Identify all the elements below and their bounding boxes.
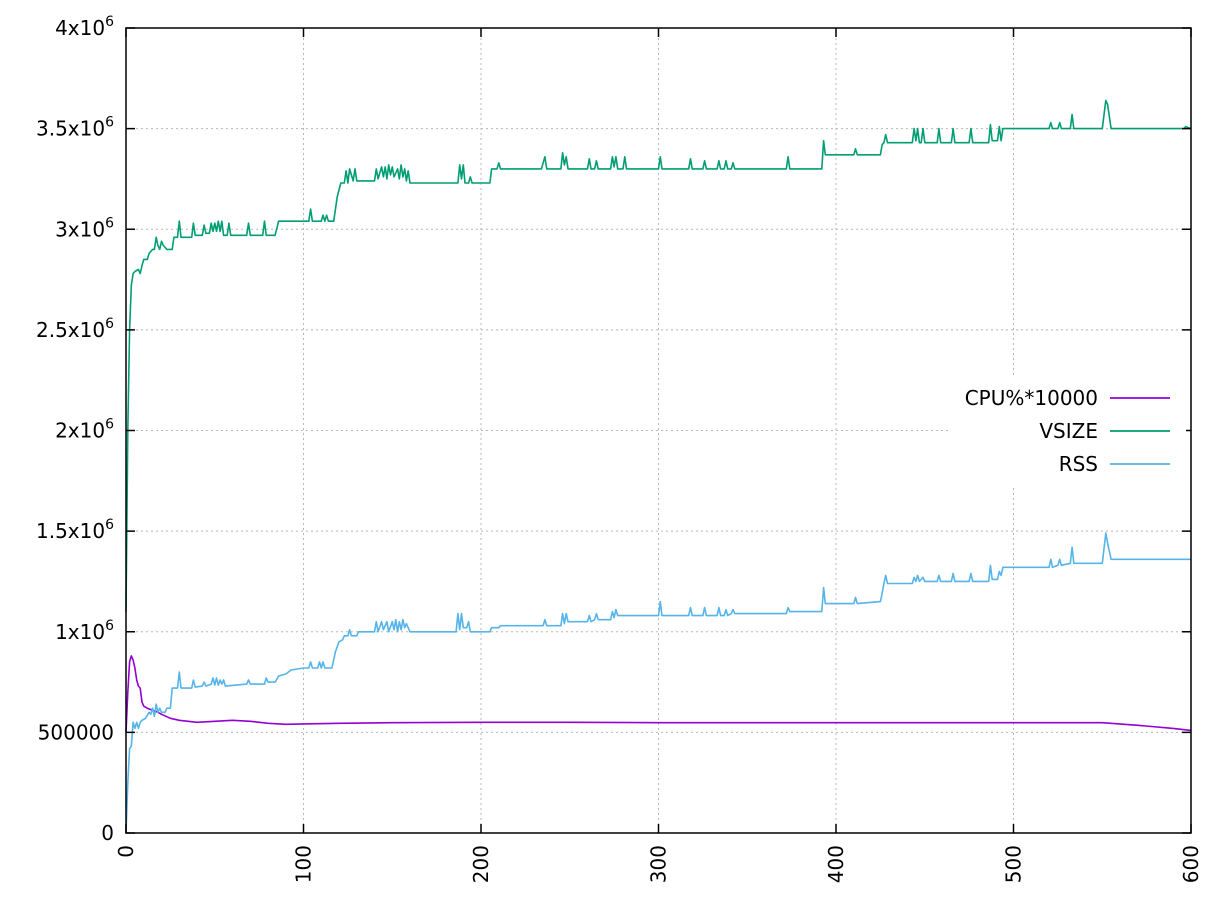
y-tick-label: 2.5x106	[36, 316, 114, 342]
series-line-3	[125, 532, 1191, 834]
x-tick-label: 300	[647, 845, 671, 883]
series-line-1	[125, 655, 1192, 733]
x-tick-label: 100	[292, 845, 316, 883]
legend-label: VSIZE	[1039, 419, 1098, 443]
y-tick-label: 3x106	[55, 215, 114, 241]
legend: CPU%*10000 VSIZE RSS	[950, 376, 1186, 487]
series-line-2	[125, 99, 1192, 612]
y-tick-label: 1x106	[55, 618, 114, 644]
x-tick-label: 200	[469, 845, 493, 883]
grid	[126, 28, 1191, 833]
series-lines	[125, 99, 1192, 834]
y-tick-label: 3.5x106	[36, 115, 114, 141]
x-tick-label: 400	[824, 845, 848, 883]
y-tick-label: 4x106	[55, 14, 114, 40]
legend-label: CPU%*10000	[965, 386, 1098, 410]
x-axis-labels: 0 100 200 300 400 500 600	[114, 845, 1203, 883]
legend-label: RSS	[1059, 452, 1098, 476]
y-axis-labels: 0 500000 1x106 1.5x106 2x106 2.5x106 3x106 3.5x…	[36, 14, 114, 845]
x-tick-label: 500	[1002, 845, 1026, 883]
x-tick-label: 0	[114, 845, 138, 858]
y-tick-label: 1.5x106	[36, 517, 114, 543]
x-tick-label: 600	[1179, 845, 1203, 883]
y-tick-label: 500000	[38, 720, 114, 744]
y-tick-label: 0	[101, 821, 114, 845]
axis-ticks	[125, 27, 1192, 834]
y-tick-label: 2x106	[55, 417, 114, 443]
